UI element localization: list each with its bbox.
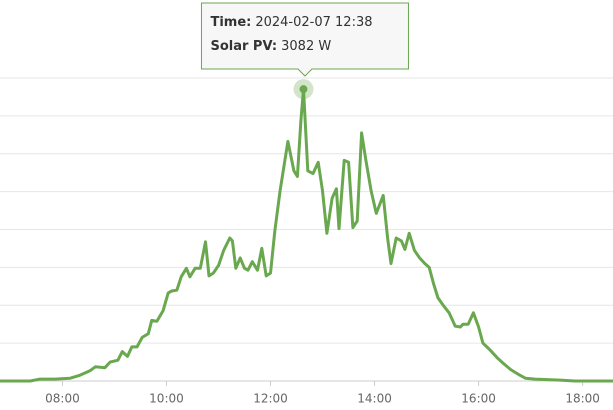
x-tick-label: 18:00 <box>565 392 600 406</box>
tooltip-key: Solar PV: <box>210 39 277 54</box>
tooltip-value: 2024-02-07 12:38 <box>255 15 372 30</box>
x-tick-label: 16:00 <box>461 392 496 406</box>
tooltip-line: Time: 2024-02-07 12:38 <box>210 15 372 30</box>
x-tick-label: 12:00 <box>253 392 288 406</box>
tooltip: Time: 2024-02-07 12:38 Solar PV: 3082 W <box>200 2 409 77</box>
tooltip-value: 3082 W <box>281 39 331 54</box>
tooltip-key: Time: <box>210 15 251 30</box>
x-tick-label: 08:00 <box>45 392 80 406</box>
x-tick-label: 10:00 <box>149 392 184 406</box>
line <box>0 87 613 383</box>
x-tick-label: 14:00 <box>357 392 392 406</box>
hover-point <box>299 85 308 94</box>
tooltip-box <box>200 2 409 77</box>
tooltip-line: Solar PV: 3082 W <box>210 39 331 54</box>
